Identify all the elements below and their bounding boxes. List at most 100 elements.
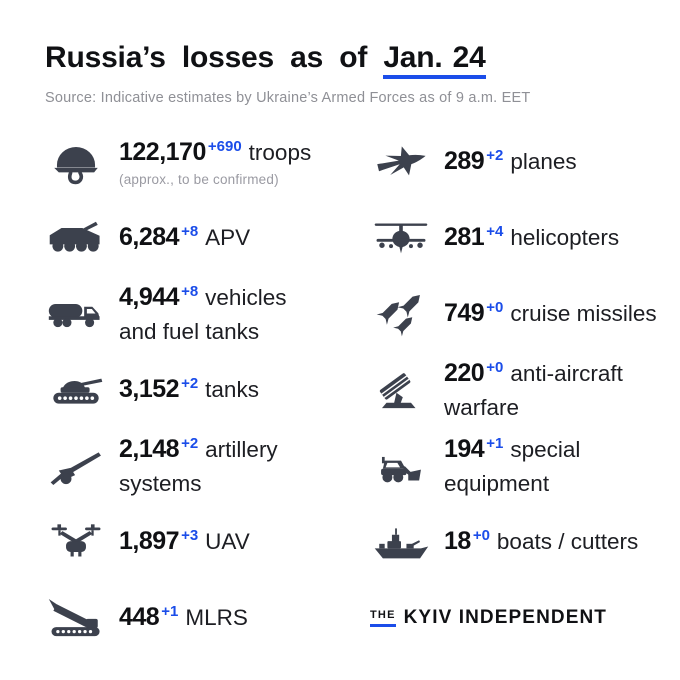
stat-row: 4,944 +8 vehicles and fuel tanks — [45, 276, 370, 352]
stat-value: 220 — [444, 359, 485, 388]
helmet-icon-cell — [45, 139, 107, 185]
source-text: Source: Indicative estimates by Ukraine’… — [45, 90, 531, 106]
stat-label: artillery systems — [119, 437, 278, 496]
stat-delta: +4 — [486, 223, 504, 241]
stat-value-group: 289 +2 — [444, 147, 503, 175]
stat-delta: +3 — [181, 527, 199, 545]
stat-value-group: 194 +1 — [444, 435, 503, 463]
stat-value-group: 2,148 +2 — [119, 435, 198, 463]
stats-column-left: 122,170 +690 troops (approx., to be confir… — [45, 124, 370, 656]
stat-text: 122,170 +690 troops (approx., to be confir… — [119, 135, 311, 188]
stat-value: 18 — [444, 527, 471, 556]
stat-label: troops — [248, 140, 312, 166]
boat-icon — [372, 519, 430, 565]
stat-label: helicopters — [510, 225, 620, 251]
stat-text: 448 +1 MLRS — [119, 600, 248, 636]
stat-value-group: 448 +1 — [119, 603, 178, 631]
stat-value-group: 4,944 +8 — [119, 283, 198, 311]
artillery-icon — [47, 443, 105, 489]
stat-label: planes — [510, 149, 577, 175]
stat-text: 289 +2 planes — [444, 144, 577, 180]
stat-delta: +8 — [181, 223, 199, 241]
helmet-icon — [47, 139, 105, 185]
stat-delta: +0 — [486, 359, 504, 377]
stat-row: 6,284 +8 APV — [45, 200, 370, 276]
stat-value: 749 — [444, 299, 485, 328]
stat-value: 122,170 — [119, 138, 206, 167]
stat-label: boats / cutters — [496, 529, 639, 555]
stat-row: 122,170 +690 troops (approx., to be confir… — [45, 124, 370, 200]
stat-delta: +690 — [207, 138, 242, 156]
stat-text: 6,284 +8 APV — [119, 220, 250, 256]
stat-row: 281 +4 helicopters — [370, 200, 665, 276]
anti-aircraft-icon-cell — [370, 367, 432, 413]
tank-icon-cell — [45, 367, 107, 413]
stat-label: APV — [205, 225, 251, 251]
drone-icon-cell — [45, 519, 107, 565]
stats-column-right: 289 +2 planes 281 +4 helicopters 749 +0 cruise… — [370, 124, 665, 656]
stat-row: 2,148 +2 artillery systems — [45, 428, 370, 504]
brand-logo: THE KYIV INDEPENDENT — [370, 580, 665, 656]
title-text: Russia’s losses as of — [45, 41, 384, 74]
stat-delta: +2 — [181, 435, 199, 453]
stat-value-group: 122,170 +690 — [119, 138, 242, 166]
stat-label: vehicles and fuel tanks — [119, 285, 287, 344]
stat-value-group: 749 +0 — [444, 299, 503, 327]
stat-value: 3,152 — [119, 375, 180, 404]
stat-row: 1,897 +3 UAV — [45, 504, 370, 580]
drone-icon — [47, 519, 105, 565]
stat-value: 281 — [444, 223, 485, 252]
helicopter-icon — [372, 215, 430, 261]
special-equipment-icon-cell — [370, 443, 432, 489]
stat-text: 749 +0 cruise missiles — [444, 296, 657, 332]
special-equipment-icon — [372, 443, 430, 489]
helicopter-icon-cell — [370, 215, 432, 261]
stat-label: cruise missiles — [510, 301, 657, 327]
stat-value-group: 6,284 +8 — [119, 223, 198, 251]
anti-aircraft-icon — [372, 367, 430, 413]
stat-text: 1,897 +3 UAV — [119, 524, 250, 560]
stat-value: 1,897 — [119, 527, 180, 556]
stat-label: UAV — [205, 529, 250, 555]
stat-row: 18 +0 boats / cutters — [370, 504, 665, 580]
stat-text: 4,944 +8 vehicles and fuel tanks — [119, 280, 286, 347]
logo-name: KYIV INDEPENDENT — [403, 607, 608, 628]
stat-value-group: 18 +0 — [444, 527, 490, 555]
stat-row: 220 +0 anti-aircraft warfare — [370, 352, 665, 428]
stat-value: 6,284 — [119, 223, 180, 252]
stat-row: 289 +2 planes — [370, 124, 665, 200]
stat-text: 2,148 +2 artillery systems — [119, 432, 278, 499]
stat-value-group: 281 +4 — [444, 223, 503, 251]
boat-icon-cell — [370, 519, 432, 565]
stat-delta: +2 — [181, 375, 199, 393]
fuel-truck-icon-cell — [45, 291, 107, 337]
apv-icon — [47, 215, 105, 261]
cruise-missiles-icon — [372, 291, 430, 337]
stat-value: 2,148 — [119, 435, 180, 464]
stat-row: 3,152 +2 tanks — [45, 352, 370, 428]
stat-row: 194 +1 special equipment — [370, 428, 665, 504]
cruise-missiles-icon-cell — [370, 291, 432, 337]
artillery-icon-cell — [45, 443, 107, 489]
stat-text: 18 +0 boats / cutters — [444, 524, 638, 560]
stat-label: special equipment — [444, 437, 581, 496]
stat-value: 194 — [444, 435, 485, 464]
stat-note: (approx., to be confirmed) — [119, 171, 279, 187]
stats-grid: 122,170 +690 troops (approx., to be confir… — [45, 124, 665, 656]
mlrs-icon — [47, 595, 105, 641]
stat-value: 289 — [444, 147, 485, 176]
stat-delta: +1 — [161, 603, 179, 621]
stat-label: tanks — [205, 377, 259, 403]
stat-label: anti-aircraft warfare — [444, 361, 623, 420]
mlrs-icon-cell — [45, 595, 107, 641]
page-title: Russia’s losses as of Jan. 24 — [45, 40, 665, 79]
tank-icon — [47, 367, 105, 413]
fighter-jet-icon-cell — [370, 139, 432, 185]
fighter-jet-icon — [372, 139, 430, 185]
stat-delta: +0 — [472, 527, 490, 545]
title-date: Jan. 24 — [383, 41, 486, 79]
stat-delta: +8 — [181, 283, 199, 301]
stat-text: 281 +4 helicopters — [444, 220, 619, 256]
stat-delta: +2 — [486, 147, 504, 165]
